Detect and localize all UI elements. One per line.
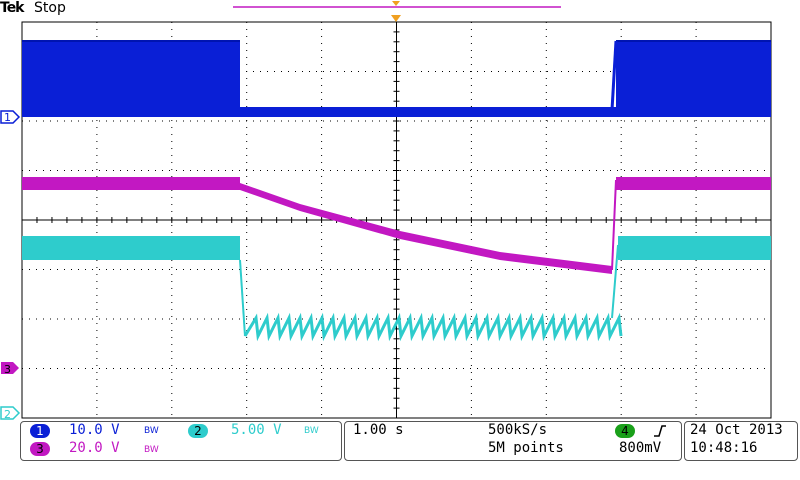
timebase-scale: 1.00 s: [353, 422, 404, 438]
ch2-waveform: [22, 236, 771, 342]
channel-settings-panel[interactable]: 1 10.0 V BW 2 5.00 V BW 3 20.0 V BW: [20, 421, 342, 461]
record-trigger-marker: [392, 1, 400, 6]
graticule: [21, 21, 772, 419]
ch1-waveform: [22, 40, 771, 117]
ch3-bw-limit: BW: [144, 445, 159, 455]
ch2-badge[interactable]: 2: [188, 424, 208, 438]
svg-text:2: 2: [4, 408, 11, 420]
horizontal-trigger-panel[interactable]: 1.00 s 500kS/s 5M points 4 800mV: [344, 421, 682, 461]
ch3-waveform: [22, 177, 771, 274]
record-length: 5M points: [488, 440, 564, 456]
waveform-display: 1 3 2: [0, 1, 772, 420]
ch3-marker-icon[interactable]: 3: [1, 362, 19, 376]
svg-text:3: 3: [4, 363, 11, 376]
ch2-bw-limit: BW: [304, 426, 319, 436]
datetime-panel: 24 Oct 2013 10:48:16: [684, 421, 798, 461]
ch1-bw-limit: BW: [144, 426, 159, 436]
ch3-scale: 20.0 V: [69, 440, 120, 456]
ch2-marker-icon[interactable]: 2: [0, 406, 21, 420]
ch1-scale: 10.0 V: [69, 422, 120, 438]
time-label: 10:48:16: [690, 440, 758, 456]
ch1-marker-icon[interactable]: 1: [0, 110, 21, 124]
brand-label: Tek: [0, 0, 24, 16]
date-label: 24 Oct 2013: [690, 422, 783, 438]
ch2-scale: 5.00 V: [231, 422, 282, 438]
sample-rate: 500kS/s: [488, 422, 548, 438]
acquisition-state: Stop: [34, 0, 66, 16]
ch3-badge[interactable]: 3: [30, 442, 50, 456]
ch1-badge[interactable]: 1: [30, 424, 50, 438]
trigger-source-badge[interactable]: 4: [615, 424, 635, 438]
trigger-level: 800mV: [619, 440, 662, 456]
svg-text:1: 1: [4, 111, 11, 124]
trigger-position-icon: [391, 15, 401, 22]
rising-edge-icon: [654, 425, 666, 437]
